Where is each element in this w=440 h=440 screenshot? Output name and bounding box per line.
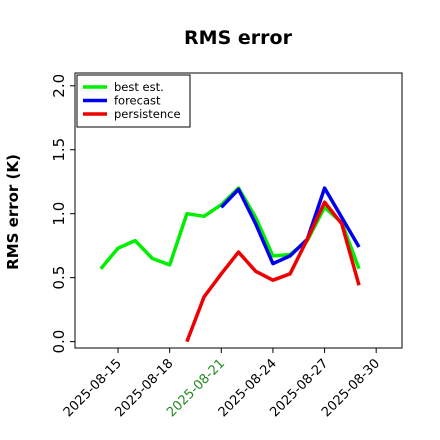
y-tick-label: 0.5 xyxy=(50,266,68,290)
y-tick-label: 0.0 xyxy=(50,330,68,354)
series-line-persistence xyxy=(185,200,361,343)
y-tick-label: 1.0 xyxy=(50,202,68,226)
legend-label: forecast xyxy=(114,94,161,108)
y-axis-label: RMS error (K) xyxy=(4,154,22,270)
x-axis: 2025-08-152025-08-182025-08-212025-08-24… xyxy=(61,348,383,420)
chart-title: RMS error xyxy=(184,27,293,49)
plot-frame xyxy=(74,72,403,349)
series-layer xyxy=(99,186,361,343)
y-axis: 0.0 0.5 1.0 1.5 2.0 xyxy=(50,74,75,354)
legend-label: best est. xyxy=(114,80,164,94)
legend-label: persistence xyxy=(114,107,181,121)
y-tick-label: 1.5 xyxy=(50,138,68,162)
y-tick-label: 2.0 xyxy=(50,74,68,98)
series-line-forecast xyxy=(220,186,361,266)
